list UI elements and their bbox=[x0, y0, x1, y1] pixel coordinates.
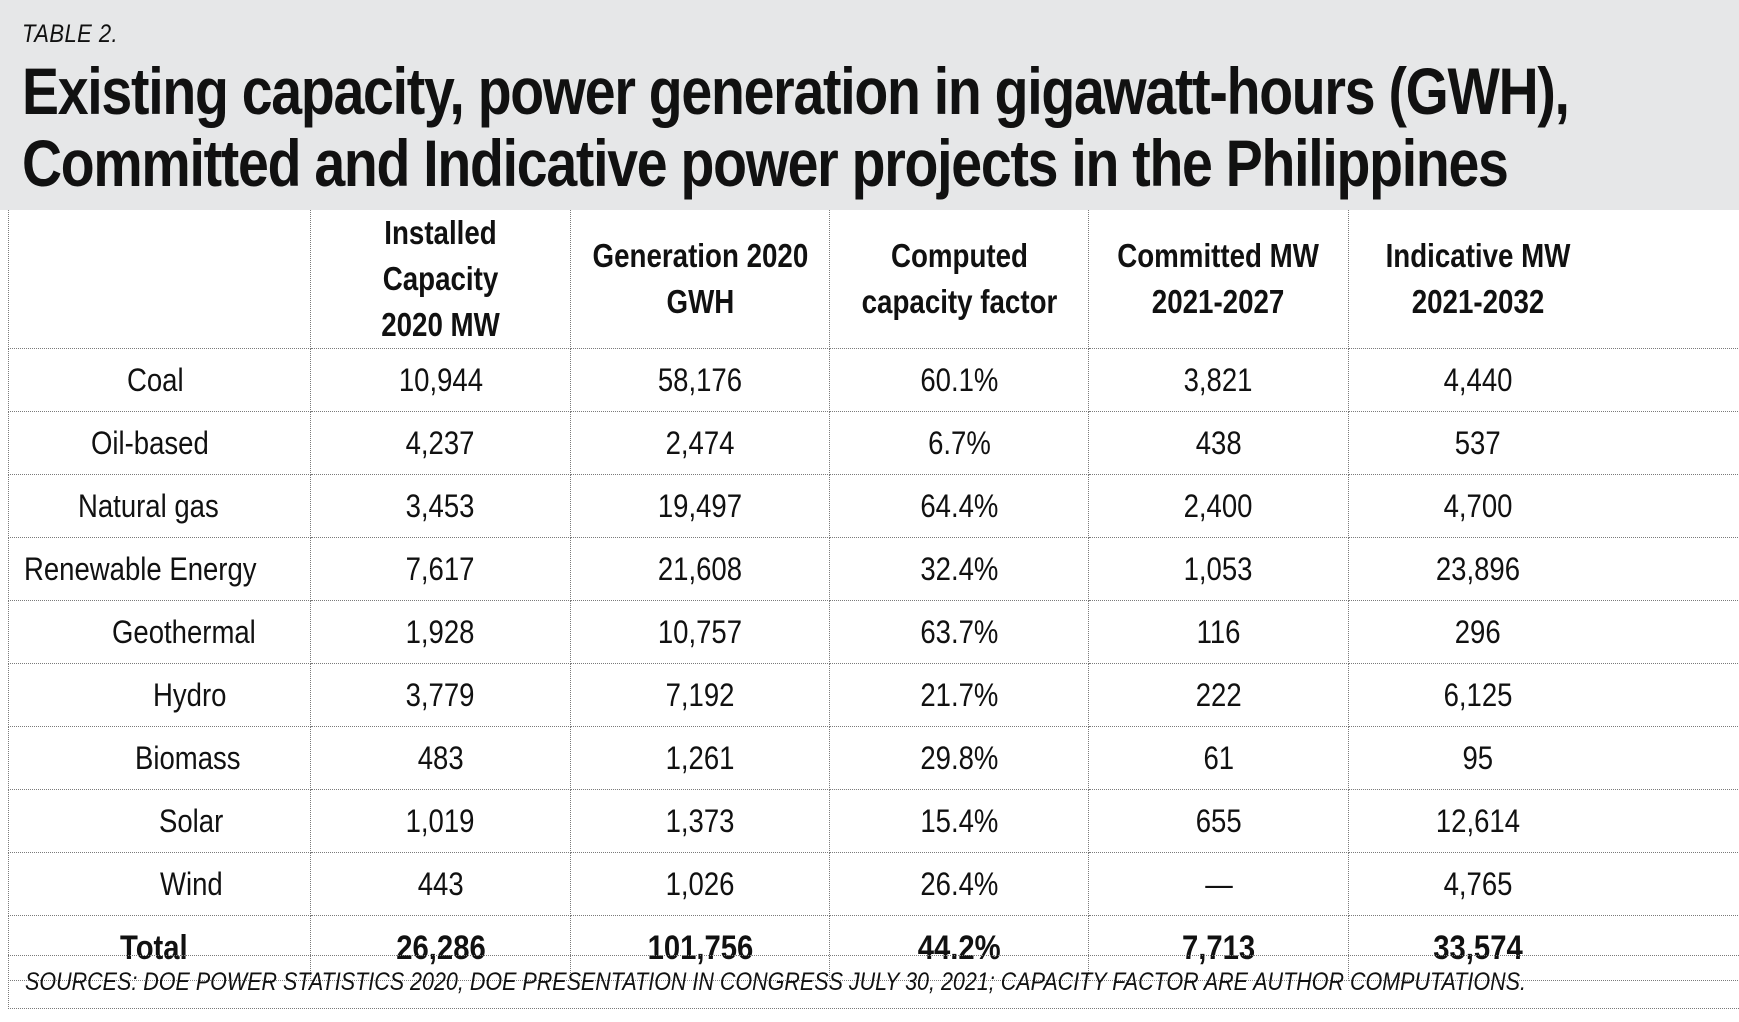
table-row-coal: Coal 10,944 58,176 60.1% 3,821 4,440 bbox=[8, 348, 1739, 412]
cell-committed: — bbox=[1088, 852, 1349, 916]
cell-installed-capacity: 1,928 bbox=[310, 600, 571, 664]
column-header-indicative: Indicative MW 2021-2032 bbox=[1348, 210, 1739, 349]
cell-indicative: 95 bbox=[1348, 726, 1739, 790]
column-header-installed-capacity: Installed Capacity 2020 MW bbox=[310, 210, 571, 349]
cell-indicative: 33,574 bbox=[1348, 915, 1739, 981]
cell-committed: 2,400 bbox=[1088, 474, 1349, 538]
cell-generation: 1,026 bbox=[570, 852, 830, 916]
cell-installed-capacity: 4,237 bbox=[310, 411, 571, 475]
row-label: Natural gas bbox=[8, 474, 311, 538]
cell-committed: 222 bbox=[1088, 663, 1349, 727]
table-header-band: TABLE 2. Existing capacity, power genera… bbox=[0, 0, 1739, 210]
cell-generation: 58,176 bbox=[570, 348, 830, 412]
source-footer: SOURCES: DOE POWER STATISTICS 2020, DOE … bbox=[8, 955, 1739, 1009]
cell-capacity-factor: 21.7% bbox=[829, 663, 1089, 727]
cell-capacity-factor: 29.8% bbox=[829, 726, 1089, 790]
column-header-generation: Generation 2020 GWH bbox=[570, 210, 830, 349]
table-row-natural-gas: Natural gas 3,453 19,497 64.4% 2,400 4,7… bbox=[8, 474, 1739, 538]
table-number-label: TABLE 2. bbox=[22, 20, 119, 48]
row-label: Hydro bbox=[8, 663, 311, 727]
cell-committed: 3,821 bbox=[1088, 348, 1349, 412]
cell-committed: 61 bbox=[1088, 726, 1349, 790]
cell-capacity-factor: 32.4% bbox=[829, 537, 1089, 601]
cell-capacity-factor: 60.1% bbox=[829, 348, 1089, 412]
row-label: Oil-based bbox=[8, 411, 311, 475]
cell-capacity-factor: 64.4% bbox=[829, 474, 1089, 538]
cell-generation: 21,608 bbox=[570, 537, 830, 601]
cell-installed-capacity: 3,779 bbox=[310, 663, 571, 727]
cell-indicative: 12,614 bbox=[1348, 789, 1739, 853]
cell-installed-capacity: 7,617 bbox=[310, 537, 571, 601]
row-label: Total bbox=[8, 915, 311, 981]
cell-indicative: 537 bbox=[1348, 411, 1739, 475]
cell-installed-capacity: 443 bbox=[310, 852, 571, 916]
cell-generation: 1,373 bbox=[570, 789, 830, 853]
cell-installed-capacity: 3,453 bbox=[310, 474, 571, 538]
row-label: Geothermal bbox=[8, 600, 311, 664]
row-label: Renewable Energy bbox=[8, 537, 311, 601]
cell-indicative: 4,765 bbox=[1348, 852, 1739, 916]
cell-generation: 7,192 bbox=[570, 663, 830, 727]
table-row-total: Total 26,286 101,756 44.2% 7,713 33,574 bbox=[8, 915, 1739, 981]
cell-indicative: 296 bbox=[1348, 600, 1739, 664]
cell-installed-capacity: 26,286 bbox=[310, 915, 571, 981]
row-label: Coal bbox=[8, 348, 311, 412]
row-label: Biomass bbox=[8, 726, 311, 790]
column-header-committed: Committed MW 2021-2027 bbox=[1088, 210, 1349, 349]
cell-generation: 1,261 bbox=[570, 726, 830, 790]
cell-indicative: 6,125 bbox=[1348, 663, 1739, 727]
cell-capacity-factor: 44.2% bbox=[829, 915, 1089, 981]
row-label: Solar bbox=[8, 789, 311, 853]
table-title: Existing capacity, power generation in g… bbox=[22, 55, 1736, 199]
power-projects-table: Installed Capacity 2020 MW Generation 202… bbox=[8, 210, 1739, 981]
cell-committed: 116 bbox=[1088, 600, 1349, 664]
cell-generation: 19,497 bbox=[570, 474, 830, 538]
cell-generation: 10,757 bbox=[570, 600, 830, 664]
table-row-geothermal: Geothermal 1,928 10,757 63.7% 116 296 bbox=[8, 600, 1739, 664]
source-note: SOURCES: DOE POWER STATISTICS 2020, DOE … bbox=[25, 967, 1526, 996]
cell-installed-capacity: 10,944 bbox=[310, 348, 571, 412]
cell-capacity-factor: 63.7% bbox=[829, 600, 1089, 664]
table-row-hydro: Hydro 3,779 7,192 21.7% 222 6,125 bbox=[8, 663, 1739, 727]
cell-committed: 438 bbox=[1088, 411, 1349, 475]
cell-capacity-factor: 6.7% bbox=[829, 411, 1089, 475]
column-header-empty bbox=[8, 210, 311, 349]
row-label: Wind bbox=[8, 852, 311, 916]
cell-committed: 7,713 bbox=[1088, 915, 1349, 981]
cell-generation: 2,474 bbox=[570, 411, 830, 475]
cell-committed: 1,053 bbox=[1088, 537, 1349, 601]
cell-installed-capacity: 1,019 bbox=[310, 789, 571, 853]
cell-capacity-factor: 15.4% bbox=[829, 789, 1089, 853]
table-title-line: Committed and Indicative power projects … bbox=[22, 126, 1509, 200]
cell-generation: 101,756 bbox=[570, 915, 830, 981]
table-row-renewable-energy: Renewable Energy 7,617 21,608 32.4% 1,05… bbox=[8, 537, 1739, 601]
cell-indicative: 23,896 bbox=[1348, 537, 1739, 601]
cell-capacity-factor: 26.4% bbox=[829, 852, 1089, 916]
table-row-solar: Solar 1,019 1,373 15.4% 655 12,614 bbox=[8, 789, 1739, 853]
table-row-wind: Wind 443 1,026 26.4% — 4,765 bbox=[8, 852, 1739, 916]
cell-indicative: 4,440 bbox=[1348, 348, 1739, 412]
column-header-capacity-factor: Computed capacity factor bbox=[829, 210, 1089, 349]
cell-committed: 655 bbox=[1088, 789, 1349, 853]
cell-installed-capacity: 483 bbox=[310, 726, 571, 790]
table-row-biomass: Biomass 483 1,261 29.8% 61 95 bbox=[8, 726, 1739, 790]
cell-indicative: 4,700 bbox=[1348, 474, 1739, 538]
table-title-line: Existing capacity, power generation in g… bbox=[22, 54, 1570, 128]
column-header-row: Installed Capacity 2020 MW Generation 202… bbox=[8, 210, 1739, 349]
table-row-oil-based: Oil-based 4,237 2,474 6.7% 438 537 bbox=[8, 411, 1739, 475]
